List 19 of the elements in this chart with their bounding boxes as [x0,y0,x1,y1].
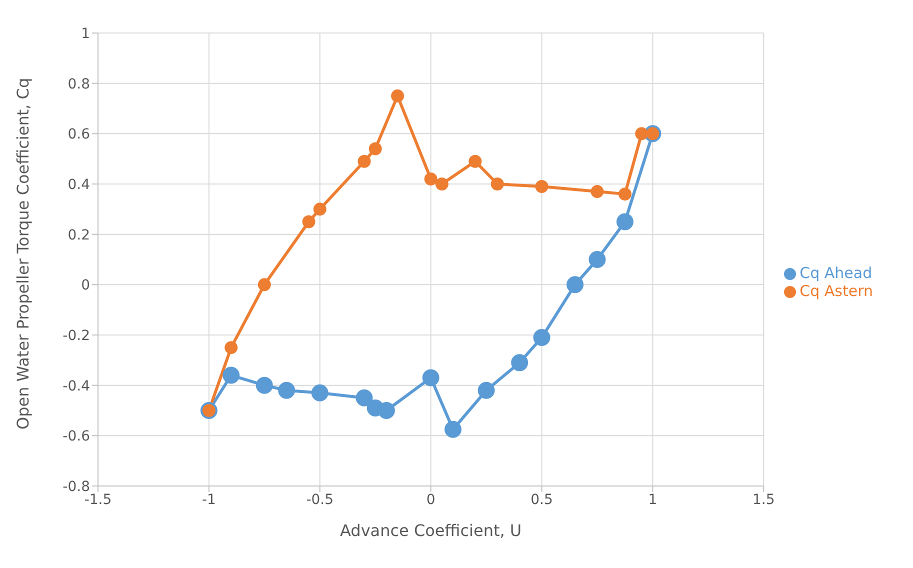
legend-label: Cq Astern [800,282,873,300]
y-tick-label: 0.4 [68,176,90,193]
x-tick-label: -1 [202,492,216,508]
y-tick-label: -0.4 [62,378,90,394]
legend-label: Cq Ahead [800,264,872,282]
x-tick-label: 1 [648,492,658,508]
y-tick-label: 0.8 [68,76,90,92]
y-tick-label: 0.6 [68,126,90,143]
x-tick-label: -0.5 [306,492,334,508]
y-tick-label: -0.2 [62,328,90,344]
y-tick-label: 1 [81,26,90,42]
y-tick-label: -0.6 [62,428,90,445]
x-axis-title: Advance Coefficient, U [340,521,522,540]
y-tick-label: 0.2 [68,227,90,244]
x-tick-label: 1.5 [752,492,775,508]
y-tick-label: 0 [81,278,90,294]
x-tick-label: 0 [426,492,436,508]
x-tick-label: 0.5 [530,492,553,508]
y-axis-title: Open Water Propeller Torque Coefficient, Cq [14,78,33,430]
